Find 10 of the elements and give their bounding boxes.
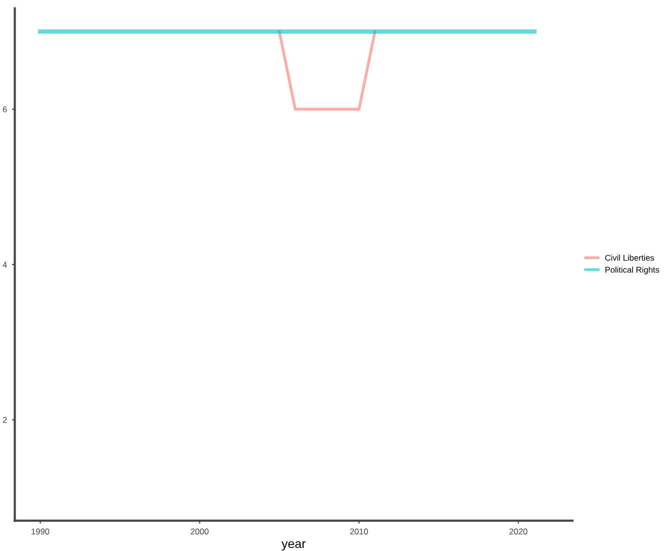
- x-axis-title: year: [282, 541, 306, 551]
- x-tick-label: 2020: [510, 528, 528, 534]
- x-tick-label: 2010: [350, 528, 368, 534]
- legend-label: Civil Liberties: [605, 254, 654, 261]
- x-tick-label: 1990: [32, 528, 50, 534]
- y-tick-label: 4: [2, 262, 7, 268]
- x-tick-label: 2000: [190, 528, 209, 534]
- y-tick-label: 6: [2, 106, 7, 112]
- legend-label: Political Rights: [605, 266, 660, 274]
- y-tick-label: 2: [2, 416, 7, 423]
